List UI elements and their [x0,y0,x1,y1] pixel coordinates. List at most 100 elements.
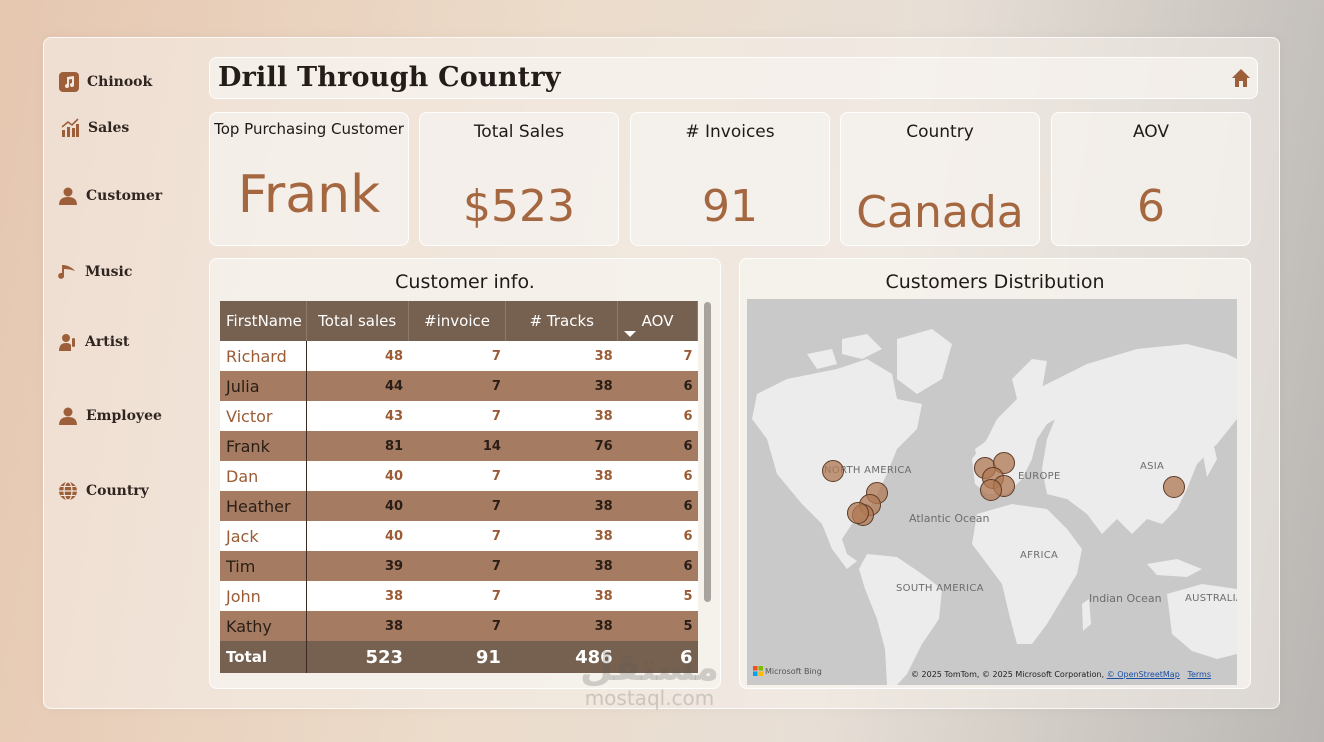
table-cell: John [220,581,307,611]
kpi-label: # Invoices [685,122,775,142]
table-cell: Richard [220,341,307,371]
kpi-label: Country [906,122,974,142]
table-cell: 81 [306,431,409,461]
table-row[interactable]: Dan 40 7 38 6 [220,461,698,491]
sidebar-item-artist[interactable]: Artist [59,332,129,352]
table-cell: 7 [617,341,698,371]
table-cell: 5 [617,581,698,611]
table-row[interactable]: Heather 40 7 38 6 [220,491,698,521]
watermark-latin: mostaql.com [584,686,715,710]
table-cell: 38 [306,611,409,641]
customer-bubble[interactable] [847,502,869,524]
table-cell: 38 [505,371,618,401]
artist-icon [59,334,75,351]
table-cell: Dan [220,461,307,491]
globe-icon [59,481,77,501]
kpi-invoices-card: # Invoices 91 [630,112,830,246]
table-cell: 7 [408,341,506,371]
column-header-firstname[interactable]: FirstName [220,301,307,341]
table-cell: 38 [505,611,618,641]
column-header-invoice[interactable]: #invoice [408,301,507,341]
column-header-total-sales[interactable]: Total sales [306,301,409,341]
kpi-value: Frank [237,165,381,225]
table-row[interactable]: Richard 48 7 38 7 [220,341,698,371]
bar-chart-icon [61,118,79,137]
kpi-label: Top Purchasing Customer [214,120,404,138]
table-cell: 43 [306,401,409,431]
customer-bubble[interactable] [1163,476,1185,498]
person-icon [59,187,77,205]
table-row[interactable]: Tim 39 7 38 6 [220,551,698,581]
table-cell: 91 [408,641,506,673]
table-cell: 38 [505,461,618,491]
sidebar-item-customer[interactable]: Customer [58,186,162,206]
openstreetmap-link[interactable]: © OpenStreetMap [1106,670,1180,679]
home-icon[interactable] [1231,68,1251,88]
table-cell: Julia [220,371,307,401]
column-header-tracks[interactable]: # Tracks [505,301,619,341]
table-cell: Tim [220,551,307,581]
table-cell: 7 [408,611,506,641]
table-cell: 6 [617,461,698,491]
table-cell: 38 [505,521,618,551]
column-header-label: AOV [641,312,674,330]
column-header-aov[interactable]: AOV [617,301,698,341]
map-label-africa: AFRICA [1020,550,1059,561]
page-title: Drill Through Country [218,62,561,93]
table-cell: 7 [408,551,506,581]
sidebar-item-country[interactable]: Country [58,481,149,501]
map-label-south-america: SOUTH AMERICA [896,583,984,594]
kpi-value: $523 [463,181,575,232]
customer-table: FirstName Total sales #invoice # Tracks … [220,301,698,673]
sidebar-item-label: Country [86,483,149,499]
table-cell: Total [220,641,307,673]
customers-map[interactable]: NORTH AMERICA EUROPE ASIA Atlantic Ocean… [747,299,1237,685]
kpi-value: 91 [702,181,758,232]
table-row[interactable]: Julia 44 7 38 6 [220,371,698,401]
table-row[interactable]: Jack 40 7 38 6 [220,521,698,551]
table-cell: 44 [306,371,409,401]
table-cell: 40 [306,521,409,551]
table-cell: 6 [617,641,698,673]
table-total-row: Total 523 91 486 6 [220,641,698,673]
sort-descending-icon[interactable] [624,331,637,337]
kpi-country-card: Country Canada [840,112,1040,246]
employee-icon [59,407,77,425]
sidebar-item-employee[interactable]: Employee [58,406,162,426]
map-label-atlantic-ocean: Atlantic Ocean [909,512,990,525]
table-row[interactable]: Victor 43 7 38 6 [220,401,698,431]
sidebar-item-chinook[interactable]: Chinook [59,72,152,92]
watermark-arabic: مستقل [580,645,719,689]
sidebar-item-label: Employee [86,408,162,424]
table-cell: 7 [408,461,506,491]
customer-bubble[interactable] [980,479,1002,501]
customer-bubble[interactable] [822,460,844,482]
copyright-text: © 2025 TomTom, © 2025 Microsoft Corporat… [910,670,1105,679]
sidebar-item-sales[interactable]: Sales [60,118,129,138]
page-header: Drill Through Country [209,57,1258,99]
table-row[interactable]: Frank 81 14 76 6 [220,431,698,461]
table-cell: 7 [408,371,506,401]
kpi-top-customer-card: Top Purchasing Customer Frank [209,112,409,246]
watermark: مستقل mostaql.com [580,648,719,710]
table-scrollbar[interactable] [704,302,711,602]
table-cell: 38 [505,581,618,611]
table-cell: Heather [220,491,307,521]
table-row[interactable]: Kathy 38 7 38 5 [220,611,698,641]
table-cell: 523 [306,641,409,673]
table-cell: 40 [306,491,409,521]
music-icon [58,265,75,279]
panel-title: Customers Distribution [885,271,1105,293]
kpi-label: AOV [1132,122,1170,142]
map-label-australia: AUSTRALIA [1185,593,1237,604]
table-cell: Frank [220,431,307,461]
sidebar-item-label: Customer [86,188,163,204]
sidebar-item-music[interactable]: Music [57,262,132,282]
terms-link[interactable]: Terms [1187,670,1211,679]
microsoft-logo-icon [753,666,763,676]
table-row[interactable]: John 38 7 38 5 [220,581,698,611]
kpi-value: Canada [856,187,1024,238]
table-cell: 7 [408,401,506,431]
music-note-icon [59,72,79,92]
map-label-asia: ASIA [1140,461,1165,472]
